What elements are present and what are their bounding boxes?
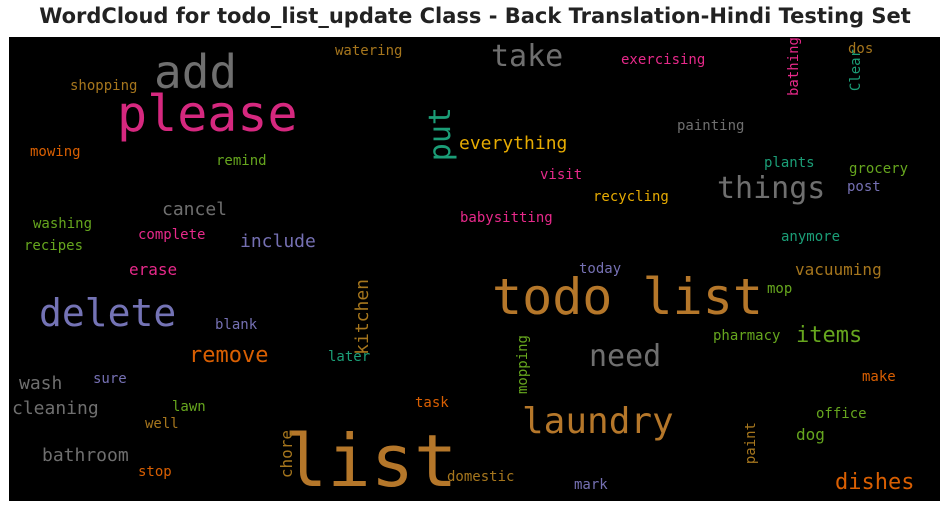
word-recipes: recipes	[24, 238, 84, 254]
word-dos: dos	[848, 41, 874, 57]
word-today: today	[579, 261, 622, 277]
word-post: post	[847, 179, 881, 195]
word-office: office	[816, 406, 867, 422]
word-include: include	[240, 231, 316, 252]
word-recycling: recycling	[593, 189, 669, 205]
wordcloud-canvas: list todo list please add delete laundry need t…	[9, 37, 940, 501]
word-list: list	[284, 419, 458, 501]
word-kitchen: kitchen	[352, 279, 373, 355]
word-clear: Clear	[848, 49, 864, 92]
word-remind: remind	[216, 153, 267, 169]
word-paint: paint	[743, 422, 759, 465]
word-exercising: exercising	[621, 52, 706, 68]
word-take: take	[491, 39, 564, 74]
word-make: make	[862, 369, 896, 385]
word-todo-list: todo list	[492, 268, 763, 326]
word-remove: remove	[189, 343, 269, 368]
word-well: well	[145, 416, 179, 432]
word-later: later	[328, 349, 371, 365]
word-bathroom: bathroom	[42, 445, 129, 466]
word-blank: blank	[215, 317, 258, 333]
word-complete: complete	[138, 227, 206, 243]
word-bathing: bathing	[786, 37, 802, 97]
word-watering: watering	[335, 43, 403, 59]
word-delete: delete	[39, 291, 177, 335]
word-cancel: cancel	[162, 199, 228, 220]
word-task: task	[415, 395, 449, 411]
chart-title: WordCloud for todo_list_update Class - B…	[39, 4, 911, 28]
word-add: add	[154, 45, 238, 99]
word-laundry: laundry	[522, 401, 674, 442]
word-chore: chore	[277, 430, 296, 479]
word-mark: mark	[574, 477, 608, 493]
word-dog: dog	[796, 425, 825, 444]
word-please: please	[117, 85, 298, 143]
word-painting: painting	[677, 118, 745, 134]
word-pharmacy: pharmacy	[713, 328, 781, 344]
word-vacuuming: vacuuming	[795, 260, 882, 279]
word-dishes: dishes	[835, 470, 915, 495]
word-mowing: mowing	[30, 144, 81, 160]
word-grocery: grocery	[849, 161, 909, 177]
word-mopping: mopping	[515, 335, 531, 395]
word-put: put	[423, 107, 458, 162]
word-shopping: shopping	[70, 78, 138, 94]
word-wash: wash	[19, 373, 63, 394]
word-things: things	[717, 171, 826, 206]
word-domestic: domestic	[447, 469, 515, 485]
word-cleaning: cleaning	[12, 398, 99, 419]
word-plants: plants	[764, 155, 815, 171]
word-lawn: lawn	[172, 399, 206, 415]
word-stop: stop	[138, 464, 172, 480]
word-visit: visit	[540, 167, 583, 183]
word-mop: mop	[767, 281, 793, 297]
word-anymore: anymore	[781, 229, 841, 245]
word-need: need	[589, 339, 662, 374]
word-everything: everything	[459, 133, 568, 154]
word-items: items	[796, 323, 863, 348]
word-sure: sure	[93, 371, 127, 387]
word-washing: washing	[33, 216, 93, 232]
word-babysitting: babysitting	[460, 210, 553, 226]
word-erase: erase	[129, 260, 178, 279]
